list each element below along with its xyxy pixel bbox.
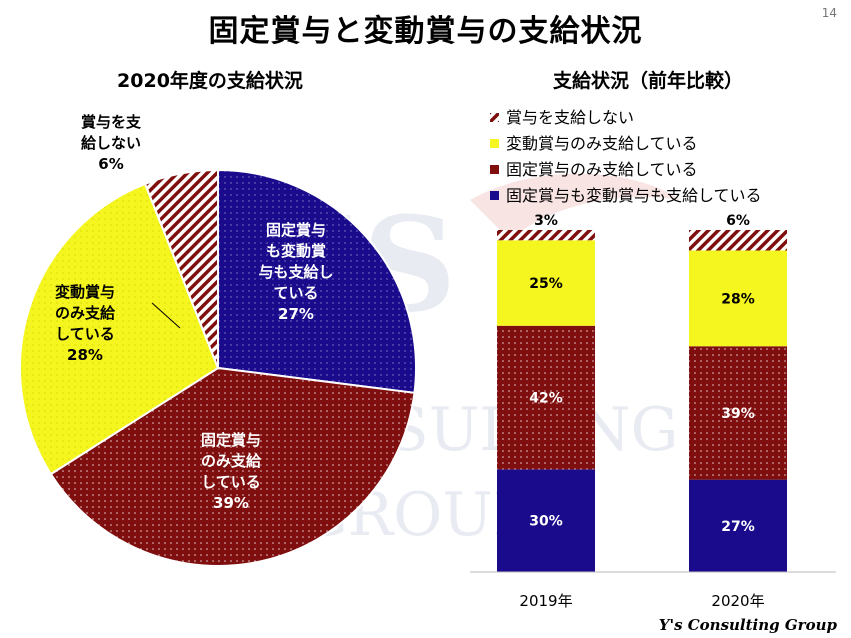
legend-swatch-both xyxy=(490,191,499,200)
bar-label-1-both: 27% xyxy=(721,519,755,535)
pie-slice-variable xyxy=(19,182,220,476)
pie-label-both: 固定賞与 も変動賞 与も支給し ている 27% xyxy=(236,220,356,325)
pie-value-both: 27% xyxy=(278,305,314,323)
pie-leader-line xyxy=(151,302,181,329)
bar-label-0-fixed: 42% xyxy=(529,391,563,407)
bar-0-variable xyxy=(497,240,595,326)
pie-value-none: 6% xyxy=(98,155,124,173)
pie-label-none: 賞与を支 給しない 6% xyxy=(66,112,156,175)
legend-label-variable: 変動賞与のみ支給している xyxy=(506,134,698,153)
pie-chart xyxy=(19,168,417,567)
stacked-bar-chart: 賞与を支給しない変動賞与のみ支給している固定賞与のみ支給している固定賞与も変動賞… xyxy=(470,108,836,610)
bar-label-1-variable: 28% xyxy=(721,291,755,307)
bar-label-0-both: 30% xyxy=(529,514,563,530)
legend-label-none: 賞与を支給しない xyxy=(506,108,634,127)
bar-chart-title: 支給状況（前年比較） xyxy=(552,70,743,92)
bar-1-both xyxy=(689,479,787,572)
pie-value-variable: 28% xyxy=(67,346,103,364)
bar-label-0-variable: 25% xyxy=(529,276,563,292)
bar-label-1-fixed: 39% xyxy=(721,406,755,422)
legend-swatch-none xyxy=(490,113,499,122)
x-tick-label-0: 2019年 xyxy=(519,592,572,610)
pie-label-fixed: 固定賞与 のみ支給 している 39% xyxy=(186,430,276,514)
bar-0-none xyxy=(497,230,595,241)
bar-1-variable xyxy=(689,250,787,347)
bar-1-none xyxy=(689,230,787,251)
bar-0-both xyxy=(497,469,595,572)
footer-brand: Y's Consulting Group xyxy=(658,616,837,634)
pie-value-fixed: 39% xyxy=(213,494,249,512)
pie-label-variable: 変動賞与 のみ支給 している 28% xyxy=(40,282,130,366)
bar-label-0-none: 3% xyxy=(534,213,558,229)
x-tick-label-1: 2020年 xyxy=(711,592,764,610)
legend-label-both: 固定賞与も変動賞与も支給している xyxy=(506,186,762,205)
pie-slice-none xyxy=(143,168,219,369)
page-number: 14 xyxy=(821,6,837,20)
slide-title: 固定賞与と変動賞与の支給状況 xyxy=(208,14,643,49)
watermark-wing xyxy=(470,173,680,240)
bar-1-fixed xyxy=(689,346,787,480)
legend-swatch-variable xyxy=(490,139,499,148)
bar-label-1-none: 6% xyxy=(726,213,750,229)
bar-0-fixed xyxy=(497,325,595,470)
legend-label-fixed: 固定賞与のみ支給している xyxy=(506,160,698,179)
legend-swatch-fixed xyxy=(490,165,499,174)
pie-slice-both xyxy=(217,168,417,394)
pie-chart-title: 2020年度の支給状況 xyxy=(117,70,303,92)
